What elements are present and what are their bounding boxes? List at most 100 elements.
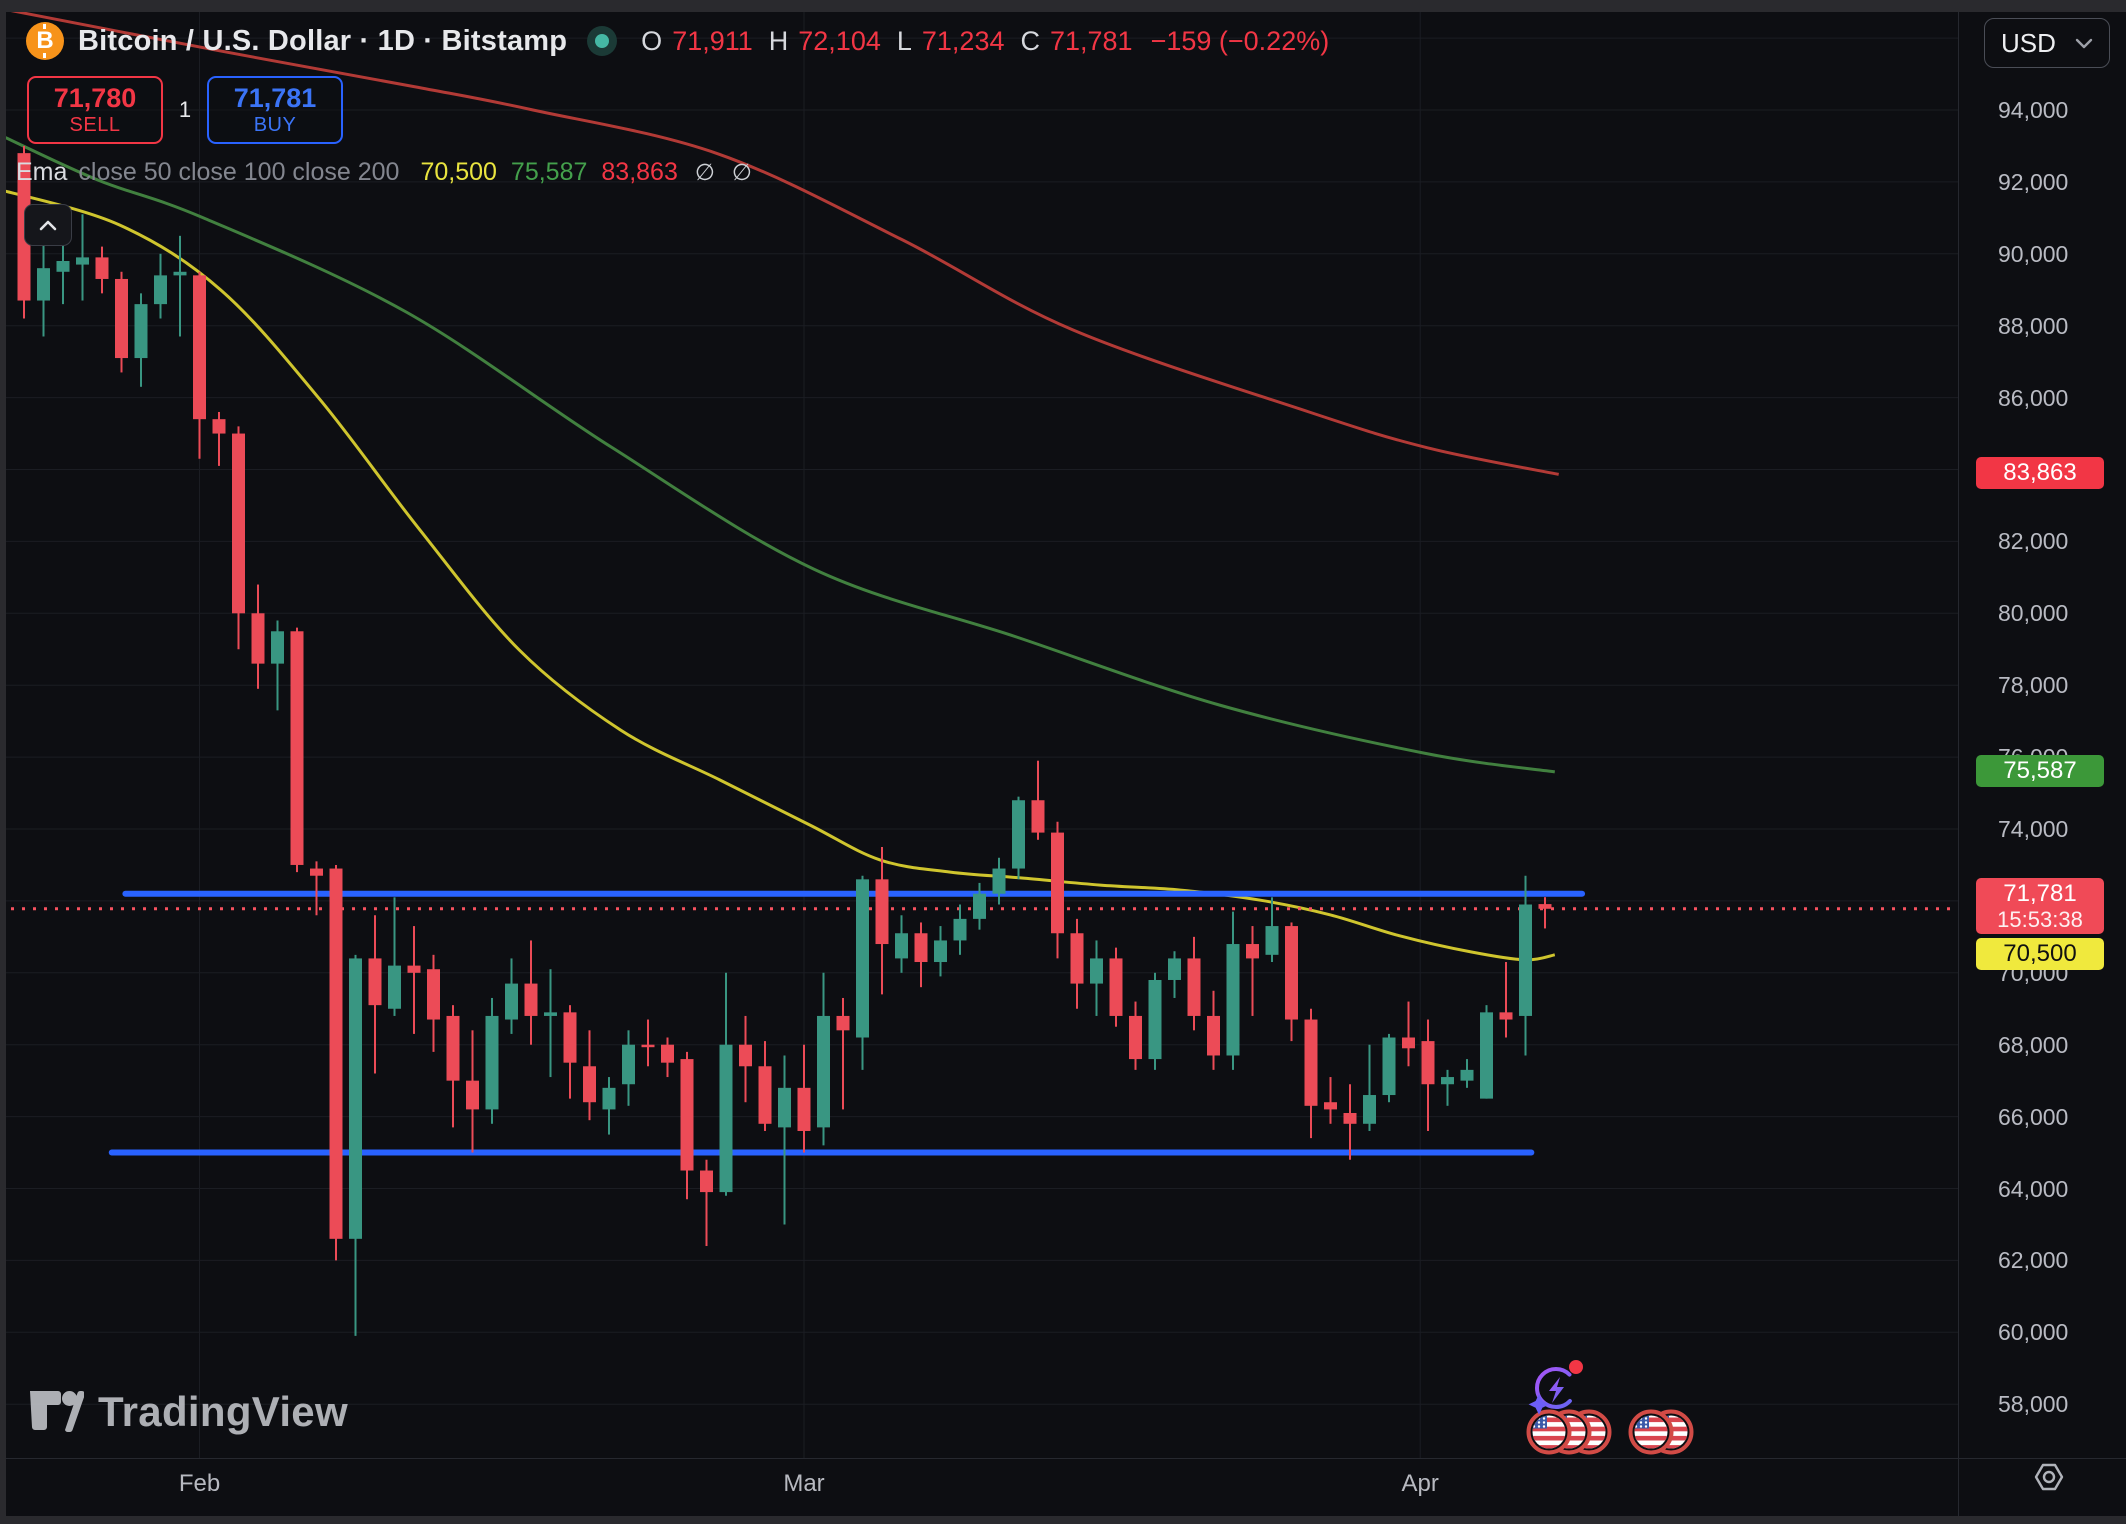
indicator-disabled-icon: ∅: [731, 159, 752, 185]
window-top-border: [0, 0, 2126, 12]
indicator-legend[interactable]: Ema close 50 close 100 close 200 70,500 7…: [16, 158, 752, 187]
candle: [1304, 1008, 1318, 1139]
candle: [1246, 926, 1259, 1016]
ohlc-readout: O 71,911 H 72,104 L 71,234 C 71,781 −159 (−0…: [641, 26, 1329, 57]
watermark-text: TradingView: [98, 1388, 348, 1435]
symbol-title[interactable]: Bitcoin / U.S. Dollar · 1D · Bitstamp: [78, 24, 568, 57]
price-tick-label: 64,000: [1998, 1175, 2069, 1202]
economic-events-group[interactable]: [1526, 1409, 1612, 1460]
buy-price: 71,781: [233, 83, 317, 113]
candle: [1441, 1069, 1454, 1106]
indicator-value: 75,587: [510, 158, 588, 186]
ema-100-badge: 75,587: [1976, 754, 2104, 787]
candle: [76, 214, 89, 301]
economic-events-group[interactable]: [1628, 1409, 1694, 1460]
candle: [310, 861, 323, 916]
candle: [583, 1030, 596, 1121]
candle: [1460, 1059, 1474, 1088]
bitcoin-icon: B: [26, 22, 64, 60]
candle: [641, 1019, 655, 1067]
market-status-icon[interactable]: [587, 26, 618, 56]
candle: [680, 1051, 694, 1200]
spread-value: 1: [178, 97, 192, 122]
price-tick-label: 66,000: [1998, 1103, 2069, 1130]
indicator-name: Ema: [16, 158, 68, 186]
candle: [1168, 951, 1181, 998]
candle: [466, 1030, 479, 1153]
candlestick-series: [17, 145, 1552, 1336]
candle: [1499, 962, 1513, 1038]
candle: [1226, 911, 1240, 1070]
high-value: 72,104: [798, 25, 881, 56]
candle: [1090, 940, 1103, 1016]
candle: [758, 1041, 772, 1131]
gridlines: [0, 0, 1958, 1458]
candle: [700, 1159, 713, 1247]
candle: [1148, 972, 1162, 1070]
candle: [739, 1015, 752, 1103]
us-flag-icon[interactable]: [1628, 1409, 1674, 1460]
candle: [1265, 897, 1279, 963]
price-tick-label: 68,000: [1998, 1031, 2069, 1058]
candle: [1070, 918, 1084, 1009]
candle: [173, 235, 187, 337]
candle: [1324, 1077, 1337, 1124]
indicator-value: 70,500: [420, 158, 497, 186]
time-tick-label: Apr: [1401, 1470, 1439, 1497]
candle: [1480, 1005, 1493, 1099]
ema-200-badge: 83,863: [1976, 457, 2104, 490]
candle: [290, 627, 304, 873]
buy-button[interactable]: 71,781 BUY: [207, 76, 343, 144]
candle: [778, 1055, 791, 1225]
candle: [427, 954, 440, 1052]
buy-label: BUY: [253, 114, 297, 136]
candle: [719, 972, 733, 1196]
candle: [914, 922, 928, 988]
collapse-panel-button[interactable]: [24, 204, 72, 246]
chevron-up-icon: [39, 220, 57, 231]
currency-selector[interactable]: USD: [1984, 18, 2110, 68]
candle: [1012, 796, 1025, 880]
candle: [368, 915, 382, 1074]
candle: [875, 846, 889, 995]
ai-spark-icon[interactable]: [1526, 1356, 1588, 1423]
candle: [602, 1077, 616, 1135]
candle: [388, 897, 401, 1016]
price-tick-label: 74,000: [1998, 816, 2069, 842]
price-tick-label: 78,000: [1998, 672, 2069, 699]
chevron-down-icon: [2075, 38, 2093, 48]
axis-settings-button[interactable]: [2032, 1460, 2066, 1499]
us-flag-icon[interactable]: [1526, 1409, 1572, 1460]
time-axis-separator: [0, 1458, 2126, 1459]
candle: [1382, 1033, 1396, 1103]
price-tick-label: 86,000: [1998, 384, 2069, 411]
chart-pane[interactable]: [0, 0, 1958, 1458]
candle: [1187, 936, 1201, 1031]
candle: [251, 584, 265, 689]
open-label: O: [641, 25, 663, 56]
high-label: H: [768, 25, 789, 56]
candle: [622, 1030, 635, 1106]
price-tick-label: 58,000: [1998, 1391, 2069, 1418]
low-value: 71,234: [921, 25, 1005, 56]
candle: [446, 1005, 460, 1128]
candle: [232, 426, 245, 650]
indicator-params: close 50 close 100 close 200: [78, 158, 400, 186]
time-tick-label: Mar: [783, 1470, 825, 1497]
ema-200-line[interactable]: [4, 7, 1559, 476]
low-label: L: [896, 25, 912, 56]
candle: [193, 271, 206, 459]
last-price-badge: 71,781 15:53:38: [1976, 877, 2104, 934]
candle: [1285, 922, 1298, 1042]
ema-100-line[interactable]: [0, 133, 1556, 774]
candle: [154, 253, 167, 319]
candle: [1051, 821, 1064, 959]
candle: [661, 1037, 674, 1078]
candle: [485, 997, 499, 1124]
sell-button[interactable]: 71,780 SELL: [27, 76, 163, 144]
candle: [407, 926, 421, 1034]
ema-50-line[interactable]: [0, 188, 1556, 962]
indicator-value: 83,863: [601, 158, 678, 186]
candle: [1031, 760, 1045, 840]
